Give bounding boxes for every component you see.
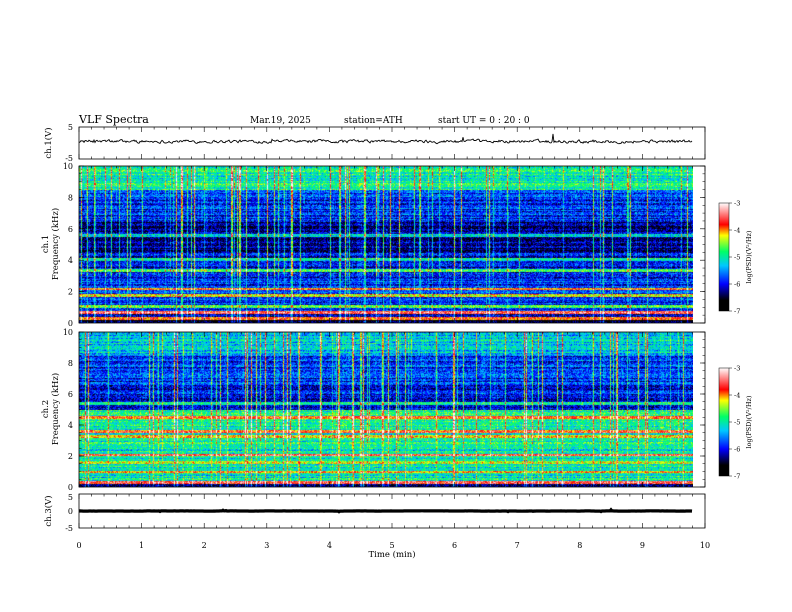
ch2-spectrogram-channel-label: ch.2 — [41, 400, 51, 418]
frequency-tick-label: 6 — [68, 225, 73, 234]
time-tick-label: 1 — [139, 541, 144, 550]
ch1-spectrogram-channel-label: ch.1 — [41, 235, 51, 253]
frequency-tick-label: 0 — [68, 319, 73, 328]
ch2-spectrogram-yticks: 0 2 4 6 8 10 — [63, 328, 705, 492]
ch2-spectrogram-ylabel: Frequency (kHz) — [50, 373, 61, 445]
date-label: Mar.19, 2025 — [250, 116, 311, 126]
ch2-colorbar: -3 -4 -5 -6 -7 log(PSD)(V²/Hz) — [718, 365, 753, 481]
ch1-spectrogram-yticks: 0 2 4 6 8 10 — [63, 162, 705, 328]
ch3-waveform-line — [78, 507, 693, 514]
colorbar-tick-label: -4 — [734, 392, 740, 400]
time-tick-label: 7 — [515, 541, 520, 550]
frequency-tick-label: 6 — [68, 390, 73, 399]
colorbar-tick-label: -4 — [734, 227, 740, 235]
ch1-spectrogram-ylabel: Frequency (kHz) — [50, 208, 61, 280]
frequency-tick-label: 4 — [68, 421, 73, 430]
frequency-tick-label: 10 — [63, 162, 73, 171]
time-axis-tick-labels: 0 1 2 3 4 5 6 7 8 9 10 — [76, 541, 710, 550]
ch1-spectrogram-image — [79, 166, 693, 323]
time-axis-label: Time (min) — [368, 549, 415, 560]
time-tick-label: 2 — [202, 541, 207, 550]
colorbar-tick-label: -5 — [734, 254, 740, 262]
ch3-ytick-bottom: -5 — [65, 524, 73, 533]
frequency-tick-label: 2 — [68, 288, 73, 297]
time-tick-label: 9 — [640, 541, 645, 550]
colorbar-tick-label: -7 — [734, 473, 740, 481]
colorbar-tick-label: -3 — [734, 365, 740, 373]
colorbar-tick-label: -7 — [734, 308, 740, 316]
start-ut-label: start UT = 0 : 20 : 0 — [438, 116, 530, 126]
frequency-tick-label: 8 — [68, 193, 73, 202]
ch3-waveform-panel: 5 0 -5 ch.3(V) — [43, 493, 706, 533]
ch2-colorbar-label: log(PSD)(V²/Hz) — [745, 395, 753, 448]
frequency-tick-label: 4 — [68, 256, 73, 265]
colorbar-tick-label: -6 — [734, 281, 740, 289]
frequency-tick-label: 0 — [68, 483, 73, 492]
ch1-colorbar-label: log(PSD)(V²/Hz) — [745, 230, 753, 283]
time-tick-label: 0 — [76, 541, 81, 550]
frequency-tick-label: 2 — [68, 452, 73, 461]
time-tick-label: 8 — [577, 541, 582, 550]
colorbar-tick-label: -5 — [734, 419, 740, 427]
frequency-tick-label: 8 — [68, 359, 73, 368]
ch3-waveform-ylabel: ch.3(V) — [43, 495, 54, 526]
ch1-ytick-top: 5 — [68, 123, 73, 132]
ch1-ytick-bottom: -5 — [65, 154, 73, 163]
ch1-colorbar-scale — [718, 202, 730, 312]
ch3-ytick-middle: 0 — [68, 507, 73, 516]
time-tick-label: 6 — [452, 541, 457, 550]
ch1-waveform-xticks — [78, 127, 706, 159]
ch1-spectrogram-panel: 0 2 4 6 8 10 ch.1 Frequency (kHz) — [41, 162, 706, 328]
ch1-colorbar: -3 -4 -5 -6 -7 log(PSD)(V²/Hz) — [718, 200, 753, 316]
frequency-tick-label: 10 — [63, 328, 73, 337]
ch2-spectrogram-image — [79, 332, 693, 487]
ch3-ytick-top: 5 — [68, 493, 73, 502]
station-label: station=ATH — [344, 116, 403, 126]
time-tick-label: 10 — [700, 541, 710, 550]
ch1-spectrogram-xticks — [78, 166, 706, 323]
time-tick-label: 3 — [264, 541, 269, 550]
ch2-colorbar-ticks: -3 -4 -5 -6 -7 — [729, 365, 740, 481]
ch1-waveform-line — [78, 133, 693, 145]
time-tick-label: 5 — [389, 541, 394, 550]
ch1-waveform-ylabel: ch.1(V) — [43, 127, 54, 158]
ch2-spectrogram-xticks — [78, 332, 706, 487]
time-tick-label: 4 — [327, 541, 332, 550]
ch2-spectrogram-panel: 0 2 4 6 8 10 ch.2 Frequency (kHz) — [41, 328, 706, 492]
colorbar-tick-label: -3 — [734, 200, 740, 208]
colorbar-tick-label: -6 — [734, 446, 740, 454]
ch3-waveform-xticks — [78, 494, 706, 528]
figure-title: VLF Spectra — [78, 113, 149, 126]
ch1-colorbar-ticks: -3 -4 -5 -6 -7 — [729, 200, 740, 316]
ch1-waveform-panel: 5 -5 ch.1(V) — [43, 123, 706, 163]
ch2-colorbar-scale — [718, 367, 730, 477]
